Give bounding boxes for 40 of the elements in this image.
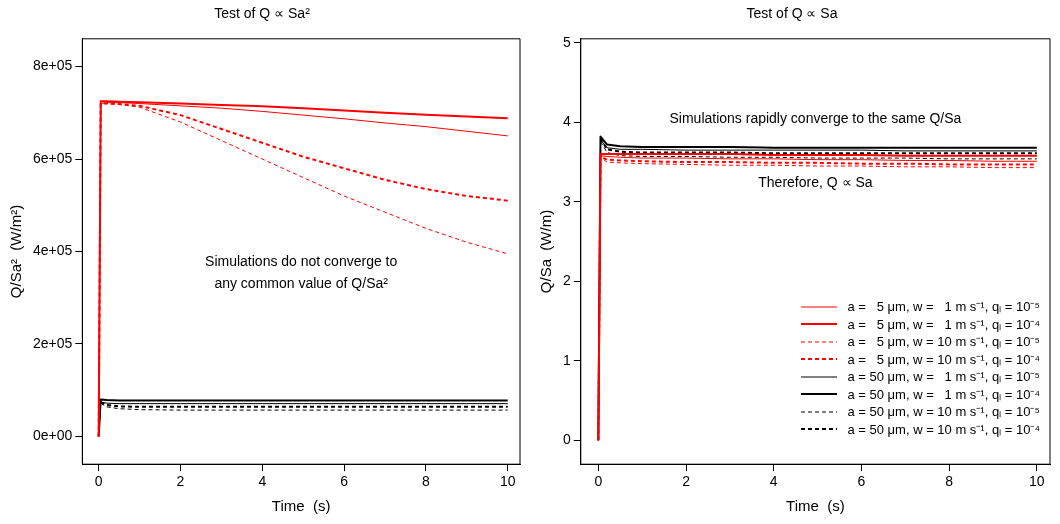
y-tick-label: 4 (562, 113, 571, 130)
annotation: Therefore, Q ∝ Sa (758, 174, 873, 191)
legend-label: a = 50 μm, w = 1 m s⁻¹, qₗ = 10⁻⁵ (847, 368, 1040, 386)
x-tick-label: 2 (682, 473, 691, 490)
x-tick-label: 10 (1029, 473, 1045, 490)
legend-label: a = 5 μm, w = 1 m s⁻¹, qₗ = 10⁻⁴ (847, 315, 1040, 333)
x-tick-label: 10 (499, 473, 516, 490)
legend-label: a = 50 μm, w = 10 m s⁻¹, qₗ = 10⁻⁵ (847, 403, 1040, 421)
annotation: Simulations rapidly converge to the same Q/Sa (669, 110, 962, 127)
y-tick-label: 3 (562, 192, 571, 209)
x-tick-label: 2 (176, 473, 185, 490)
legend-label: a = 5 μm, w = 10 m s⁻¹, qₗ = 10⁻⁵ (847, 333, 1040, 351)
chart-title: Test of Q ∝ Sa (746, 5, 838, 22)
x-tick-label: 8 (422, 473, 431, 490)
x-tick-label: 6 (340, 473, 349, 490)
y-tick-label: 0e+00 (32, 427, 73, 444)
y-tick-label: 2 (562, 272, 571, 289)
legend-label: a = 50 μm, w = 1 m s⁻¹, qₗ = 10⁻⁴ (847, 385, 1040, 403)
y-axis-title: Q/Sa (W/m) (537, 209, 555, 294)
x-axis-title: Time (s) (786, 497, 845, 515)
legend-label: a = 5 μm, w = 10 m s⁻¹, qₗ = 10⁻⁴ (847, 350, 1040, 368)
y-axis-title: Q/Sa² (W/m²) (7, 204, 25, 299)
x-tick-label: 6 (857, 473, 866, 490)
x-tick-label: 0 (594, 473, 603, 490)
x-tick-label: 0 (94, 473, 103, 490)
legend-label: a = 50 μm, w = 10 m s⁻¹, qₗ = 10⁻⁴ (847, 420, 1040, 438)
x-tick-label: 4 (258, 473, 267, 490)
x-tick-label: 8 (945, 473, 954, 490)
y-tick-label: 1 (562, 351, 571, 368)
annotation: Simulations do not converge to any common value of Q/Sa² (205, 252, 398, 291)
y-tick-label: 8e+05 (32, 57, 73, 74)
x-axis-title: Time (s) (271, 497, 331, 515)
y-tick-label: 2e+05 (32, 334, 73, 351)
legend-label: a = 5 μm, w = 1 m s⁻¹, qₗ = 10⁻⁵ (847, 298, 1040, 316)
y-tick-label: 0 (562, 431, 571, 448)
y-tick-label: 6e+05 (32, 149, 73, 166)
x-tick-label: 4 (769, 473, 778, 490)
chart-title: Test of Q ∝ Sa² (214, 5, 311, 22)
y-tick-label: 4e+05 (32, 242, 73, 259)
y-tick-label: 5 (562, 33, 571, 50)
